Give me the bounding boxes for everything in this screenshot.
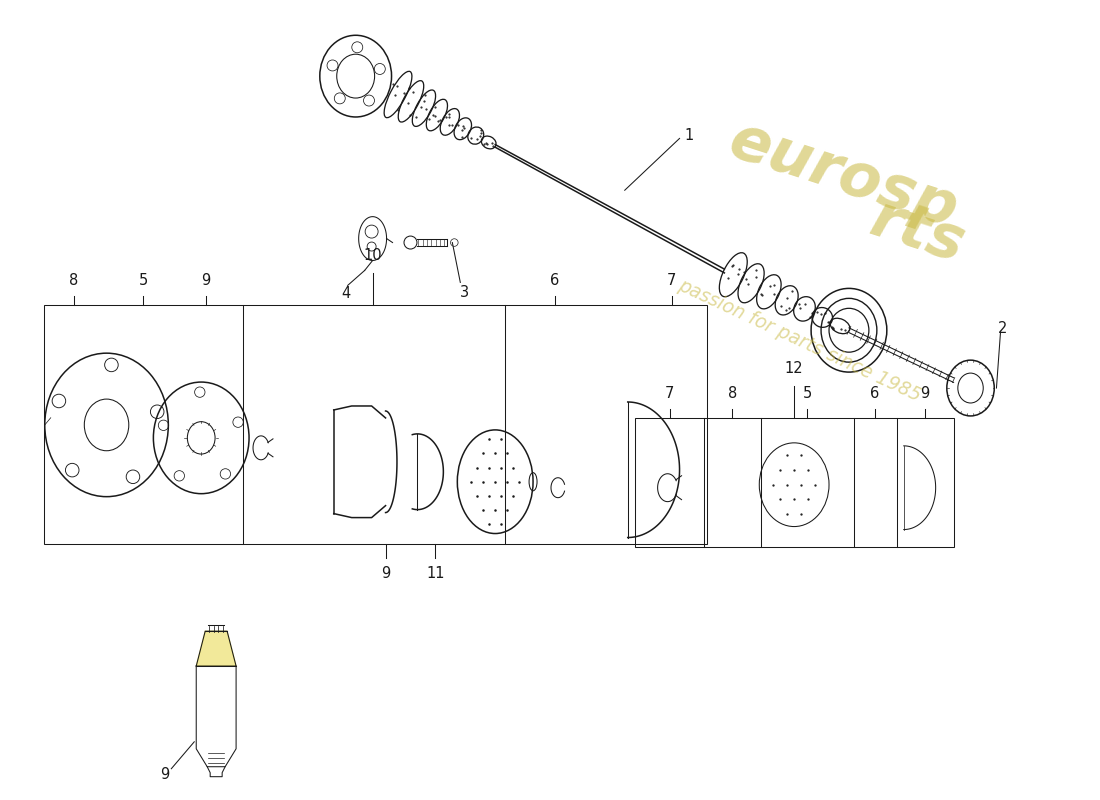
Text: 6: 6 [550,274,560,288]
Text: 10: 10 [363,249,382,263]
Text: 5: 5 [803,386,812,401]
Text: eurosp: eurosp [722,111,966,241]
Text: 7: 7 [667,274,676,288]
Text: 7: 7 [664,386,674,401]
Text: 6: 6 [870,386,880,401]
Text: 9: 9 [920,386,929,401]
Text: 4: 4 [341,286,350,301]
Text: rts: rts [862,190,971,275]
Polygon shape [196,631,236,666]
Text: 2: 2 [998,321,1008,336]
Text: 8: 8 [69,274,78,288]
Text: 5: 5 [139,274,148,288]
Text: 9: 9 [160,767,169,782]
Text: passion for parts since 1985: passion for parts since 1985 [674,275,924,405]
Text: 3: 3 [460,285,469,300]
Bar [635,418,954,547]
Text: 9: 9 [381,566,390,582]
Bar [44,306,707,545]
Text: 8: 8 [728,386,737,401]
Text: 1: 1 [684,128,694,143]
Text: 11: 11 [426,566,444,582]
Text: 9: 9 [201,274,211,288]
Text: 12: 12 [784,361,803,376]
